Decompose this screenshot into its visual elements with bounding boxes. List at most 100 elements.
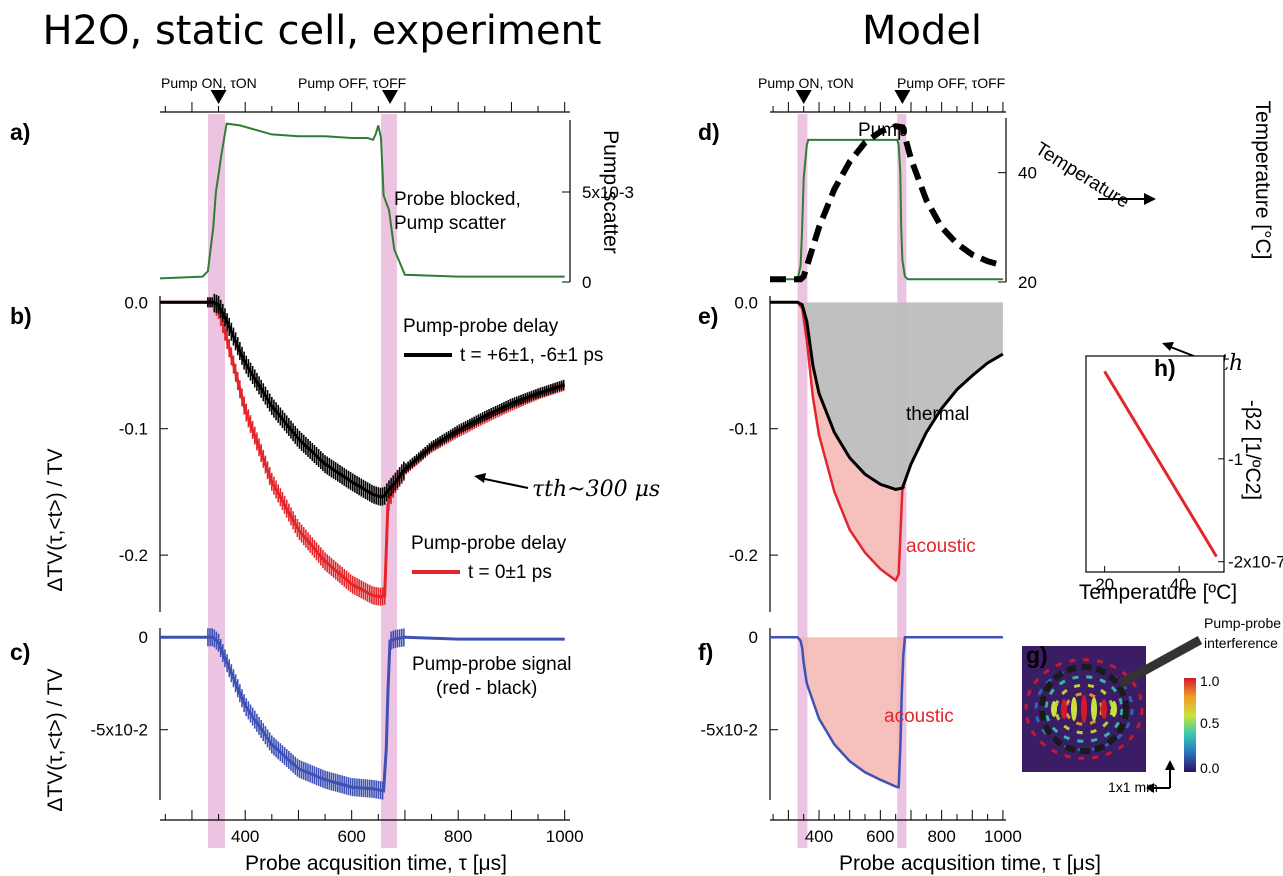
acoustic-area [802, 304, 903, 580]
pump-on-marker [210, 90, 227, 104]
right-x-axis: 400 600 800 1000 [770, 810, 1022, 846]
panel-d-pump-label: Pump [858, 120, 908, 141]
pump-off-marker [894, 90, 911, 104]
pump-off-marker [382, 90, 399, 104]
left-pump-bands [207, 114, 397, 848]
y-tick-label: -5x10-2 [700, 721, 758, 740]
right-pump-on-label: Pump ON, τON [758, 75, 854, 91]
x-tick-label: 600 [338, 827, 366, 846]
x-tick-label: 400 [231, 827, 259, 846]
legend-black-label: t = +6±1, -6±1 ps [460, 345, 603, 366]
panel-h-inset: 20 40 -1 -2x10-7 [1085, 355, 1283, 594]
x-tick-label: 600 [866, 827, 894, 846]
thermal-line [770, 300, 1004, 491]
panel-b-ylabel: ΔTV(τ,<t>) / TV [44, 448, 67, 591]
legend-red-label: t = 0±1 ps [468, 562, 552, 583]
right-title: Model [862, 8, 982, 54]
panel-d-label: d) [698, 119, 720, 145]
panel-f-acoustic-label: acoustic [884, 706, 954, 727]
inset-g-interference-map: g) Pump-probe interference 1.0 0.5 0.0 1… [1022, 615, 1281, 795]
inset-h-ytick-label: -1 [1228, 450, 1243, 469]
x-tick-label: 800 [927, 827, 955, 846]
y-tick-label: 0.0 [734, 293, 758, 312]
y-tick-label: 40 [1018, 164, 1037, 183]
legend-red-title: Pump-probe delay [411, 533, 567, 554]
fringe-ring [1024, 658, 1144, 760]
panel-c-ylabel: ΔTV(τ,<t>) / TV [44, 668, 67, 811]
left-title: H2O, static cell, experiment [43, 8, 602, 54]
left-xlabel: Probe acqusition time, τ [μs] [245, 852, 507, 875]
panel-c-annotation-2: (red - black) [436, 678, 537, 699]
fringe-spot [1091, 697, 1097, 721]
panel-c-label: c) [10, 639, 30, 665]
fringe-ring [1034, 666, 1134, 752]
y-tick-label: 0.0 [124, 293, 148, 312]
acoustic-area [770, 637, 1003, 788]
fringe-spot [1081, 695, 1087, 723]
y-tick-label: 0 [139, 628, 148, 647]
x-tick-label: 1000 [546, 827, 584, 846]
y-tick-label: -0.2 [119, 546, 148, 565]
acoustic-line [770, 635, 1003, 789]
inset-g-fringes [1024, 658, 1144, 760]
panel-b-plot: 0.0 -0.1 -0.2 [119, 293, 566, 612]
acoustic-line [796, 301, 906, 583]
inset-g-colorbar-max: 1.0 [1200, 673, 1220, 689]
y-tick-label: 20 [1018, 273, 1037, 292]
panel-e-thermal-label: thermal [906, 404, 969, 425]
panel-b-label: b) [10, 303, 32, 329]
inset-h-frame [1085, 355, 1225, 573]
panel-e-label: e) [698, 303, 718, 329]
right-pump-off-label: Pump OFF, τOFF [897, 75, 1005, 91]
inset-h-xtick-label: 40 [1170, 575, 1189, 594]
inset-h-xtick-label: 20 [1095, 575, 1114, 594]
panel-c-plot: 0 -5x10-2 [90, 628, 565, 800]
fringe-spot [1061, 699, 1067, 719]
panel-e-tau-arrowhead [1162, 342, 1174, 351]
panel-b-tau-arrow [479, 477, 529, 489]
x-tick-label: 800 [444, 827, 472, 846]
inset-h-ytick-label: -2x10-7 [1228, 553, 1283, 572]
fringe-spot [1111, 701, 1117, 717]
inset-g-scale-arrow-up [1165, 760, 1175, 770]
thermal-area [802, 302, 1003, 490]
fringe-spot [1101, 699, 1107, 719]
inset-g-colorbar [1184, 678, 1196, 772]
panel-b-tau-annotation: τth~300 μs [532, 477, 660, 502]
inset-g-label: g) [1026, 642, 1048, 668]
x-tick-label: 400 [805, 827, 833, 846]
pump-line [770, 138, 1003, 281]
fringe-ring [1044, 675, 1124, 743]
left-pump-off-label: Pump OFF, τOFF [298, 75, 406, 91]
temperature-line [770, 123, 1004, 283]
black-series [160, 293, 566, 506]
inset-g-callout-1: Pump-probe [1204, 615, 1281, 631]
panel-a-annotation-1: Probe blocked, [394, 189, 521, 210]
panel-a-ylabel: Pump scatter [599, 130, 622, 254]
y-tick-label: 0 [749, 628, 758, 647]
x-tick-label: 1000 [984, 827, 1022, 846]
inset-h-line [1103, 370, 1218, 558]
panel-e-plot: 0.0 -0.1 -0.2 [729, 293, 1004, 612]
pump-on-marker [795, 90, 812, 104]
y-tick-label: -5x10-2 [90, 721, 148, 740]
pump-band-0 [207, 114, 225, 848]
inset-g-scale-label: 1x1 mm [1108, 779, 1158, 795]
inset-g-probe-ring [1039, 664, 1129, 754]
y-tick-label: -0.1 [729, 420, 758, 439]
right-xlabel: Probe acqusition time, τ [μs] [839, 852, 1101, 875]
panel-d-ylabel: Temperature [°C] [1251, 101, 1274, 260]
left-top-axis [160, 90, 570, 113]
panel-d-arrowhead [1144, 193, 1156, 205]
fringe-spot [1051, 701, 1057, 717]
panel-h-ylabel: -β2 [1/ºC2] [1241, 400, 1264, 500]
panel-f-label: f) [698, 639, 713, 665]
panel-b-tau-arrowhead [474, 473, 486, 483]
inset-g-colorbar-mid: 0.5 [1200, 715, 1220, 731]
panel-e-acoustic-label: acoustic [906, 536, 976, 557]
y-tick-label: -0.2 [729, 546, 758, 565]
legend-black-title: Pump-probe delay [403, 316, 559, 337]
panel-h-label: h) [1154, 355, 1176, 381]
